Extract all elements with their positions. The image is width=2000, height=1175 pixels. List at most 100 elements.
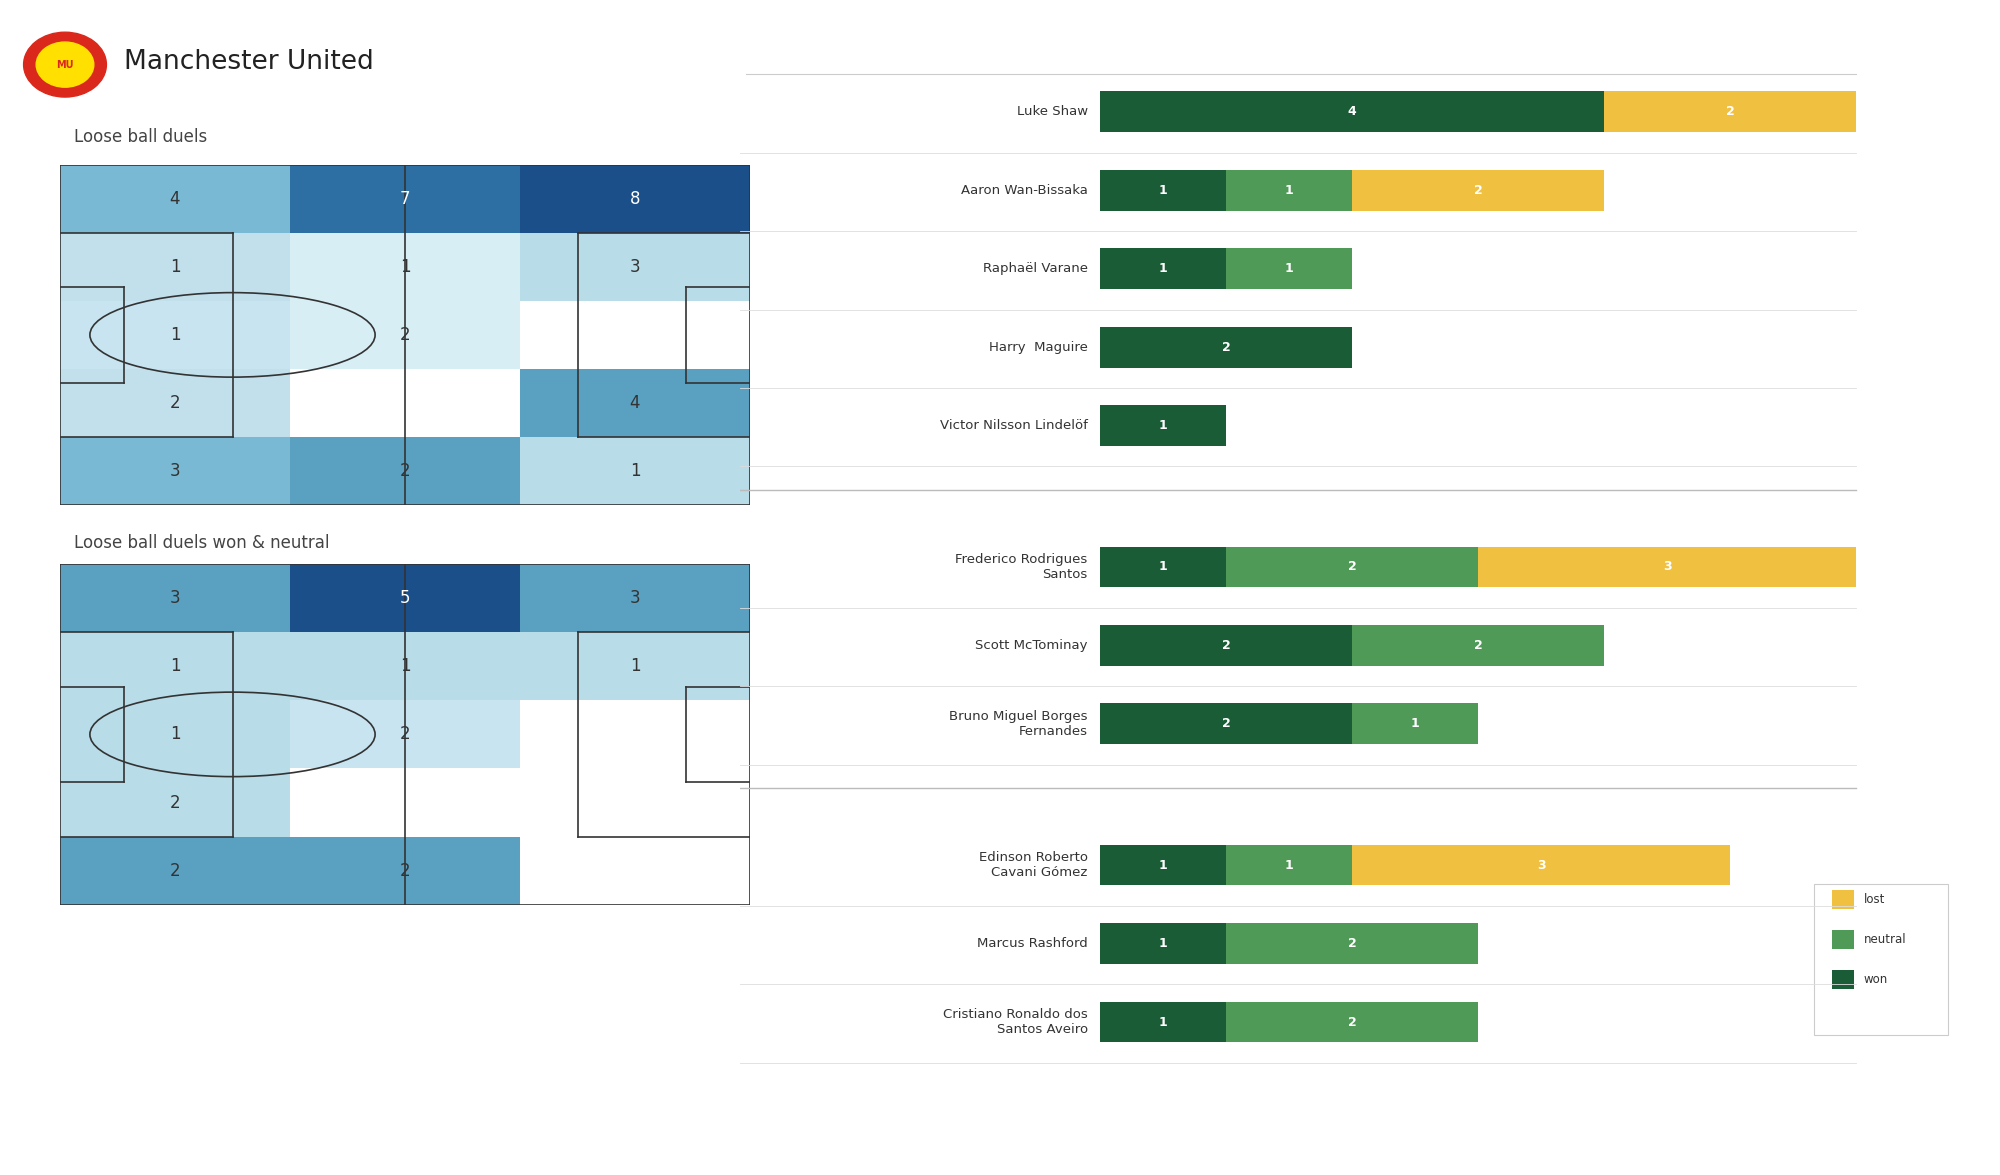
Text: 4: 4 <box>1348 106 1356 119</box>
Text: 2: 2 <box>400 861 410 880</box>
Bar <box>60 233 290 301</box>
Bar <box>1100 92 1604 133</box>
Bar <box>520 165 750 233</box>
Text: 3: 3 <box>630 257 640 276</box>
Text: Edinson Roberto
Cavani Gómez: Edinson Roberto Cavani Gómez <box>978 851 1088 879</box>
Text: 5: 5 <box>400 589 410 607</box>
Text: 4: 4 <box>170 189 180 208</box>
Bar <box>1832 889 1854 909</box>
Text: 1: 1 <box>1158 419 1168 432</box>
Bar <box>60 632 290 700</box>
Text: 2: 2 <box>1348 560 1356 573</box>
Bar <box>290 768 520 837</box>
Text: 1: 1 <box>1158 183 1168 196</box>
Bar <box>290 233 520 301</box>
Text: 2: 2 <box>1474 639 1482 652</box>
Text: 1: 1 <box>1158 859 1168 872</box>
Text: 1: 1 <box>1158 560 1168 573</box>
Text: 1: 1 <box>400 657 410 676</box>
Bar <box>290 437 520 505</box>
Bar <box>290 632 520 700</box>
Text: Scott McTominay: Scott McTominay <box>976 639 1088 652</box>
Bar <box>520 768 750 837</box>
Text: Cristiano Ronaldo dos
Santos Aveiro: Cristiano Ronaldo dos Santos Aveiro <box>942 1008 1088 1036</box>
Text: 2: 2 <box>400 462 410 481</box>
Bar <box>1352 704 1478 744</box>
Bar <box>1100 924 1226 964</box>
Bar <box>1100 327 1352 368</box>
Text: 1: 1 <box>1158 936 1168 951</box>
Bar <box>1226 1001 1478 1042</box>
Text: Marcus Rashford: Marcus Rashford <box>976 936 1088 951</box>
Bar <box>290 165 520 233</box>
Bar <box>1832 929 1854 949</box>
Bar <box>1100 845 1226 886</box>
Text: 1: 1 <box>170 725 180 744</box>
Text: 7: 7 <box>400 189 410 208</box>
Bar <box>520 564 750 632</box>
Text: 4: 4 <box>630 394 640 412</box>
Text: 2: 2 <box>1222 341 1230 354</box>
Bar <box>1226 845 1352 886</box>
Bar <box>1832 969 1854 989</box>
Bar <box>1226 248 1352 289</box>
Text: Raphaël Varane: Raphaël Varane <box>982 262 1088 275</box>
Text: 8: 8 <box>630 189 640 208</box>
Text: 1: 1 <box>1158 1015 1168 1028</box>
Text: Harry  Maguire: Harry Maguire <box>988 341 1088 354</box>
Text: 1: 1 <box>1284 859 1294 872</box>
Text: 2: 2 <box>1726 106 1734 119</box>
Circle shape <box>36 42 94 87</box>
Text: 2: 2 <box>1222 639 1230 652</box>
Text: 2: 2 <box>1222 718 1230 731</box>
Bar <box>1604 92 1856 133</box>
Bar <box>1352 845 1730 886</box>
Text: 2: 2 <box>1348 1015 1356 1028</box>
Bar <box>60 437 290 505</box>
Text: 3: 3 <box>1662 560 1672 573</box>
Text: 1: 1 <box>1284 262 1294 275</box>
Bar <box>60 564 290 632</box>
Bar <box>60 369 290 437</box>
Text: 2: 2 <box>400 325 410 344</box>
Text: 2: 2 <box>170 394 180 412</box>
Bar <box>1100 170 1226 210</box>
Bar <box>520 700 750 768</box>
Text: 1: 1 <box>1158 262 1168 275</box>
Text: 1: 1 <box>1284 183 1294 196</box>
Text: MU: MU <box>56 60 74 69</box>
Bar <box>1100 625 1352 666</box>
Text: Manchester United: Manchester United <box>124 48 374 75</box>
Text: Aaron Wan-Bissaka: Aaron Wan-Bissaka <box>960 183 1088 196</box>
FancyBboxPatch shape <box>1814 884 1948 1035</box>
Text: Loose ball duels won & neutral: Loose ball duels won & neutral <box>74 533 330 552</box>
Bar <box>520 233 750 301</box>
Circle shape <box>24 32 106 98</box>
Bar <box>1100 1001 1226 1042</box>
Text: 3: 3 <box>170 462 180 481</box>
Text: 3: 3 <box>170 589 180 607</box>
Text: 1: 1 <box>400 257 410 276</box>
Bar <box>290 564 520 632</box>
Bar <box>60 768 290 837</box>
Bar <box>1352 170 1604 210</box>
Text: 1: 1 <box>630 657 640 676</box>
Bar <box>1226 170 1352 210</box>
Text: Victor Nilsson Lindelöf: Victor Nilsson Lindelöf <box>940 419 1088 432</box>
Text: 1: 1 <box>170 657 180 676</box>
Text: neutral: neutral <box>1864 933 1906 946</box>
Bar <box>520 369 750 437</box>
Bar <box>290 700 520 768</box>
Text: Frederico Rodrigues
Santos: Frederico Rodrigues Santos <box>956 553 1088 580</box>
Text: 2: 2 <box>1348 936 1356 951</box>
Text: 1: 1 <box>1410 718 1420 731</box>
Text: Loose ball duels: Loose ball duels <box>74 128 208 147</box>
Bar <box>1100 546 1226 588</box>
Bar <box>1100 704 1352 744</box>
Text: 2: 2 <box>170 861 180 880</box>
Text: won: won <box>1864 973 1888 986</box>
Bar <box>60 165 290 233</box>
Text: 1: 1 <box>630 462 640 481</box>
Text: 2: 2 <box>1474 183 1482 196</box>
Bar <box>1352 625 1604 666</box>
